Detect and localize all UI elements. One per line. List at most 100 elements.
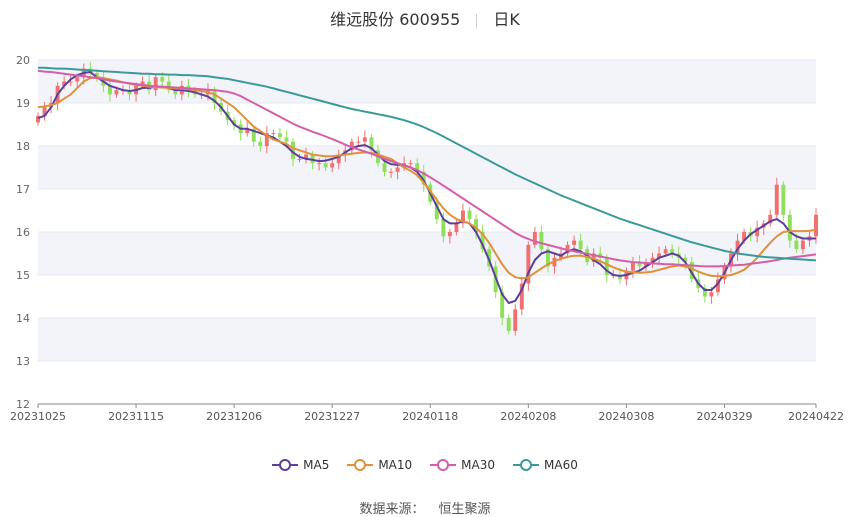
ma60-line [38, 66, 817, 262]
candle-body [291, 141, 295, 159]
candle-body [284, 137, 289, 142]
candle-body [617, 275, 622, 280]
candle-body [107, 85, 112, 95]
legend-label-ma10: MA10 [378, 458, 413, 472]
candle-body [637, 262, 642, 267]
candle-body [62, 81, 67, 86]
candle-body [304, 154, 309, 159]
candle-body [814, 214, 818, 237]
candle-body [408, 163, 413, 165]
ma30-line [37, 69, 817, 268]
candle-body [657, 253, 662, 258]
candle-body [650, 257, 655, 263]
candle-body [454, 223, 459, 232]
legend-item-ma30[interactable]: MA30 [430, 458, 495, 472]
period-label: 日K [493, 10, 520, 29]
candle-body [127, 90, 132, 95]
candle-body [362, 137, 367, 142]
candle-body [264, 133, 269, 146]
candle-body [245, 128, 250, 134]
chart-title: 维远股份 600955 日K [0, 6, 850, 30]
candle-body [317, 163, 322, 165]
candle-body [800, 240, 805, 250]
legend-label-ma30: MA30 [461, 458, 496, 472]
x-tick-label: 20240208 [500, 410, 556, 423]
x-tick-label: 20240308 [598, 410, 654, 423]
title-divider [476, 13, 478, 28]
y-tick-label: 13 [16, 355, 30, 368]
candle-body [323, 163, 328, 168]
candle-body [441, 219, 446, 237]
legend-label-ma60: MA60 [544, 458, 578, 472]
candle-body [232, 120, 237, 125]
candle-body [251, 128, 256, 142]
candle-body [670, 249, 675, 254]
y-tick-label: 15 [16, 269, 30, 282]
candle-body [212, 90, 217, 103]
data-source: 数据来源： 恒生聚源 [0, 498, 850, 517]
candle-body [297, 158, 302, 160]
x-tick-label: 20240422 [788, 410, 844, 423]
candle-body [382, 163, 387, 172]
candle-body [506, 318, 511, 331]
candle-body [500, 292, 505, 318]
y-tick-label: 14 [16, 312, 30, 325]
y-tick-label: 17 [16, 183, 30, 196]
candle-body [513, 309, 518, 331]
candle-body [519, 283, 524, 310]
x-tick-label: 20231025 [10, 410, 66, 423]
candle-body [36, 115, 40, 123]
candle-body [277, 133, 282, 138]
legend-item-ma5[interactable]: MA5 [272, 458, 329, 472]
x-tick-label: 20240118 [402, 410, 458, 423]
source-value: 恒生聚源 [438, 502, 491, 517]
legend-swatch-ma10 [347, 459, 374, 471]
candle-body [467, 210, 472, 220]
candle-body [166, 81, 171, 91]
candle-body [369, 137, 374, 151]
candle-body [271, 133, 276, 135]
candle-body [75, 77, 80, 82]
candle-body [173, 90, 178, 95]
legend-item-ma10[interactable]: MA10 [347, 458, 412, 472]
candle-body [539, 232, 544, 250]
candle-body [709, 292, 714, 297]
x-tick-label: 20231206 [206, 410, 262, 423]
candle-body [545, 249, 550, 267]
candle-body [330, 163, 335, 168]
candle-body [153, 77, 158, 91]
grid-band [38, 232, 816, 275]
legend-label-ma5: MA5 [303, 458, 330, 472]
candle-body [94, 72, 99, 78]
candle-body [604, 257, 609, 275]
grid-band [38, 318, 816, 361]
candle-body [774, 184, 779, 215]
candle-body [715, 279, 720, 293]
y-tick-label: 20 [16, 54, 30, 67]
legend-item-ma60[interactable]: MA60 [513, 458, 578, 472]
candle-body [114, 90, 119, 95]
candle-body [395, 167, 400, 172]
candle-body [794, 240, 799, 250]
candle-body [702, 287, 707, 297]
candle-body [140, 81, 145, 86]
candle-body [42, 107, 47, 116]
x-tick-label: 20231115 [108, 410, 164, 423]
y-tick-label: 16 [16, 226, 30, 239]
x-tick-label: 20240329 [696, 410, 752, 423]
candle-body [480, 232, 485, 250]
y-tick-label: 18 [16, 140, 30, 153]
candle-body [421, 171, 426, 185]
y-tick-label: 12 [16, 398, 30, 411]
y-tick-label: 19 [16, 97, 30, 110]
candle-body [578, 240, 583, 250]
candle-body [68, 81, 73, 83]
chart-legend: MA5 MA10 MA30 MA60 [0, 458, 850, 472]
candle-body [781, 184, 786, 215]
candle-body [630, 262, 635, 271]
candle-body [160, 77, 165, 82]
candle-body [447, 232, 452, 237]
candle-body [415, 163, 420, 172]
kline-chart: 12 13 14 15 16 17 18 19 20 20231025 20231115 202312… [10, 54, 844, 423]
legend-swatch-ma60 [513, 459, 540, 471]
